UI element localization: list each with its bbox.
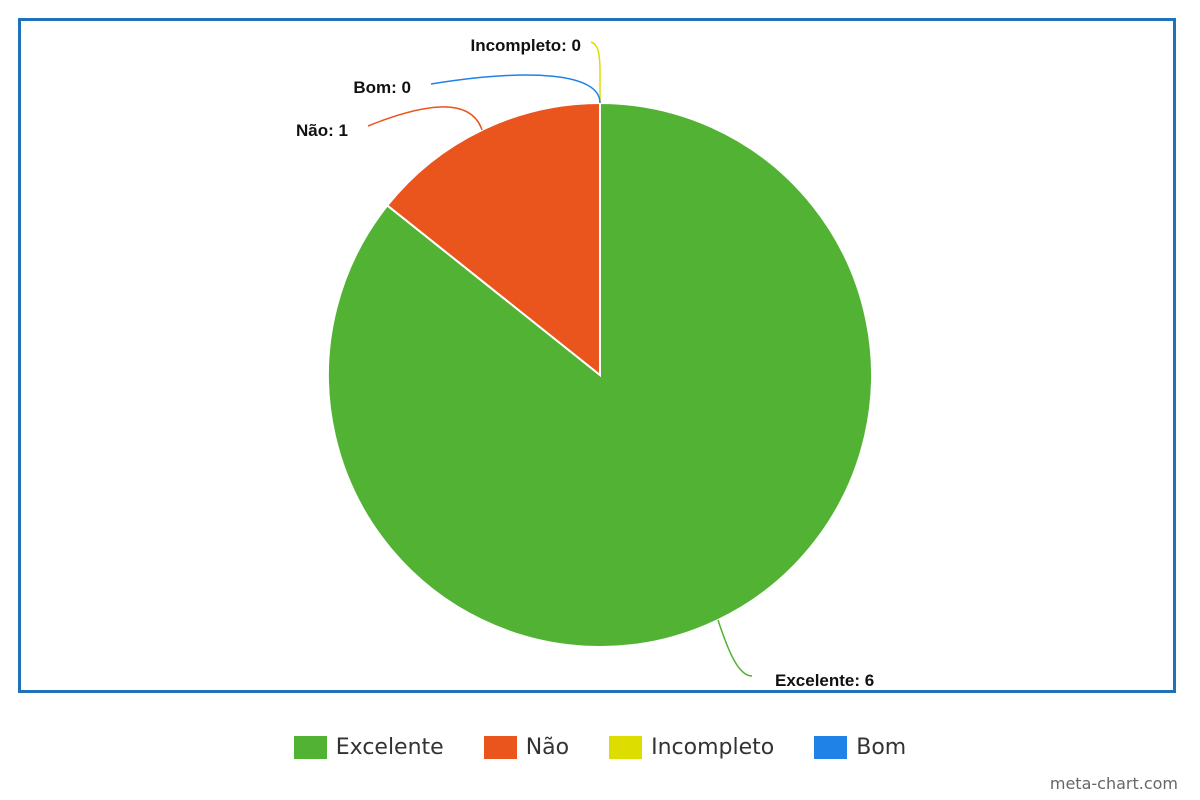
- legend-swatch: [483, 735, 517, 759]
- legend-item-bom[interactable]: Bom: [814, 735, 906, 760]
- pie-slice-nao[interactable]: [385, 101, 601, 378]
- leader-line-incompleto: [590, 41, 601, 103]
- watermark[interactable]: meta-chart.com: [1049, 774, 1178, 793]
- slice-label-excelente: Excelente: 6: [775, 671, 874, 690]
- slice-label-bom: Bom: 0: [353, 78, 411, 97]
- legend-label: Excelente: [335, 734, 444, 760]
- legend-swatch: [293, 735, 327, 759]
- legend-label: Bom: [856, 734, 907, 760]
- pie-slices: [327, 101, 873, 648]
- legend-swatch: [814, 735, 848, 759]
- legend-label: Incompleto: [651, 734, 775, 760]
- plot-frame: [18, 18, 1176, 693]
- legend-item-excelente[interactable]: Excelente: [293, 734, 444, 760]
- legend-item-incompleto[interactable]: Incompleto: [609, 735, 774, 760]
- leader-lines: [367, 41, 753, 677]
- slice-labels: Excelente: 6 Não: 1 Incompleto: 0 Bom: 0: [296, 36, 874, 690]
- leader-line-excelente: [717, 619, 753, 677]
- legend-item-nao[interactable]: Não: [483, 734, 570, 760]
- slice-label-incompleto: Incompleto: 0: [470, 36, 581, 55]
- slice-label-nao: Não: 1: [296, 121, 348, 140]
- legend: Excelente Não Incompleto Bom: [0, 730, 1200, 764]
- leader-line-nao: [367, 106, 483, 131]
- legend-label: Não: [525, 734, 570, 760]
- leader-line-bom: [430, 74, 601, 104]
- legend-swatch: [609, 735, 643, 759]
